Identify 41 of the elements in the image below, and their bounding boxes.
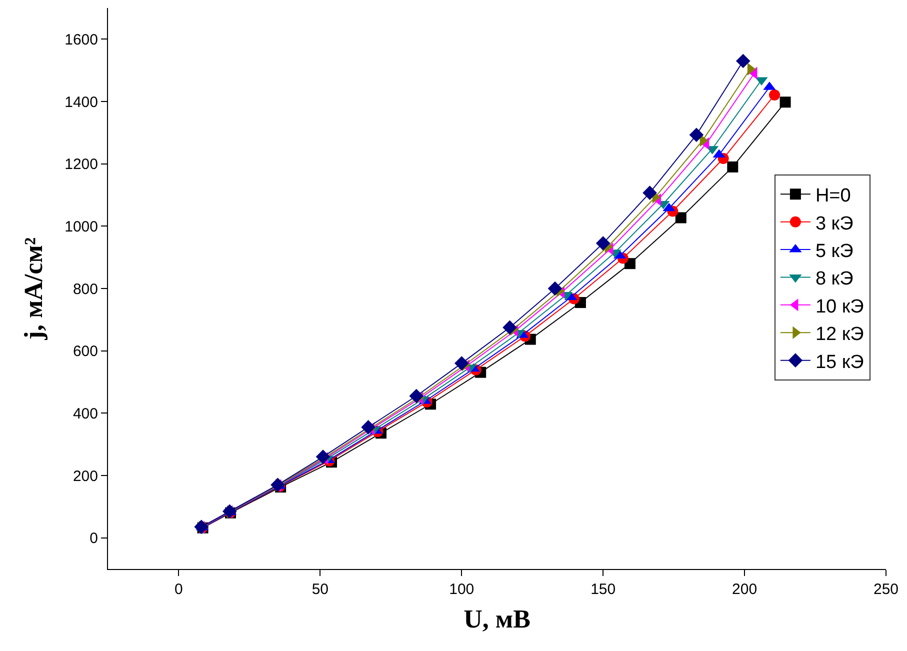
legend-label: 8 кЭ — [815, 268, 854, 290]
legend-label: H=0 — [815, 186, 851, 207]
y-tick-label: 200 — [72, 468, 98, 485]
y-tick-label: 1200 — [64, 156, 98, 174]
point — [736, 54, 750, 68]
y-tick-label: 0 — [90, 530, 98, 548]
x-axis-title: U, мВ — [464, 604, 530, 634]
point — [689, 128, 704, 142]
point — [548, 281, 562, 296]
x-tick-label: 100 — [449, 581, 474, 598]
y-tick-label: 400 — [72, 405, 98, 422]
point — [409, 388, 424, 404]
y-tick-label: 600 — [72, 343, 98, 360]
y-tick-label: 1600 — [64, 31, 98, 48]
point — [454, 356, 469, 370]
point — [780, 96, 791, 108]
x-tick-label: 50 — [312, 581, 329, 598]
y-axis-title: j, мА/см² — [19, 237, 48, 341]
x-tick-label: 200 — [732, 581, 758, 598]
point — [727, 161, 738, 172]
legend-label: 15 кЭ — [815, 352, 864, 373]
legend-label: 10 кЭ — [815, 296, 864, 318]
x-tick-label: 250 — [873, 581, 899, 598]
point — [194, 520, 209, 534]
point — [270, 478, 285, 492]
point — [675, 212, 686, 224]
point — [769, 89, 780, 100]
legend-label: 3 кЭ — [815, 213, 854, 234]
y-tick-label: 1000 — [64, 218, 98, 236]
legend-label: 12 кЭ — [815, 324, 864, 346]
point — [502, 320, 517, 335]
y-tick-label: 1400 — [64, 94, 98, 111]
point — [361, 420, 376, 434]
point — [222, 504, 237, 518]
legend-label: 5 кЭ — [815, 240, 854, 262]
y-tick-label: 800 — [72, 280, 98, 298]
x-tick-label: 150 — [590, 581, 616, 598]
point — [316, 450, 330, 464]
point — [642, 186, 657, 200]
x-tick-label: 0 — [174, 581, 183, 598]
point — [596, 236, 610, 250]
